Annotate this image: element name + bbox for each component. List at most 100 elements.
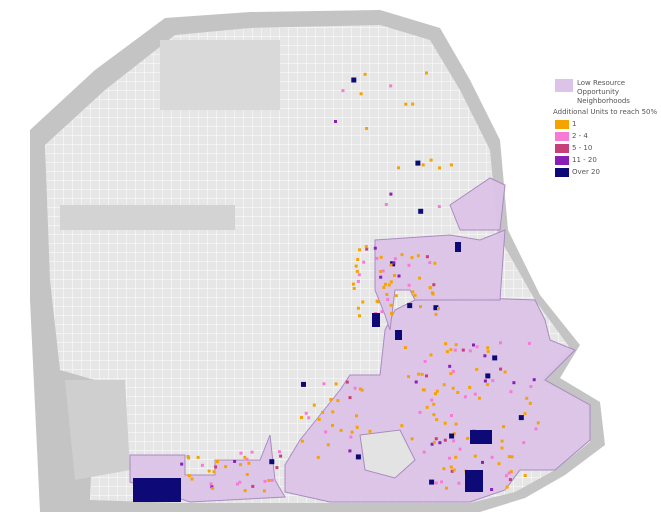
parcel xyxy=(445,350,449,354)
parcel xyxy=(247,461,251,465)
parcel xyxy=(415,160,421,166)
legend-item-label: 1 xyxy=(572,120,577,128)
parcel xyxy=(425,255,429,259)
parcel xyxy=(379,255,383,259)
legend-swatch xyxy=(555,144,569,153)
parcel xyxy=(180,462,184,466)
parcel xyxy=(365,127,369,130)
parcel xyxy=(430,398,434,402)
parcel xyxy=(392,261,396,265)
parcel xyxy=(404,102,408,106)
parcel xyxy=(267,479,271,482)
parcel xyxy=(523,474,527,477)
parcel xyxy=(348,449,352,453)
parcel xyxy=(442,383,446,387)
legend-item-label: 2 - 4 xyxy=(572,132,588,140)
parcel xyxy=(483,379,487,383)
parcel xyxy=(468,349,472,353)
parcel xyxy=(457,481,461,485)
parcel xyxy=(442,467,446,471)
parcel xyxy=(450,414,453,417)
parcel xyxy=(263,479,267,483)
parcel xyxy=(239,451,243,455)
parcel xyxy=(422,450,426,454)
parcel xyxy=(407,375,411,379)
parcel xyxy=(380,310,384,314)
parcel xyxy=(433,261,437,265)
legend-swatch xyxy=(555,132,569,141)
parcel xyxy=(339,428,343,432)
parcels xyxy=(133,71,540,502)
parcel xyxy=(389,84,393,88)
parcel xyxy=(359,92,363,96)
parcel xyxy=(245,457,249,461)
parcel xyxy=(440,480,444,484)
parcel xyxy=(349,435,353,439)
parcel xyxy=(522,441,526,445)
parcel xyxy=(449,433,455,439)
parcel xyxy=(397,166,400,170)
parcel xyxy=(190,477,194,481)
lake-area xyxy=(65,380,130,480)
parcel xyxy=(473,392,477,396)
legend-title: Additional Units to reach 50% xyxy=(553,108,658,116)
legend-item-label: 5 - 10 xyxy=(572,144,593,152)
parcel xyxy=(321,410,325,414)
legend-region-label: Low Resource Opportunity Neighborhoods xyxy=(577,79,630,105)
parcel xyxy=(361,300,365,304)
parcel xyxy=(425,405,429,409)
parcel xyxy=(527,341,531,345)
parcel xyxy=(397,274,401,278)
parcel xyxy=(379,275,383,279)
parcel xyxy=(277,450,281,454)
parcel xyxy=(518,415,524,421)
parcel xyxy=(403,346,407,350)
parcel xyxy=(355,269,359,273)
parcel xyxy=(429,353,433,357)
parcel xyxy=(358,387,362,391)
parcel xyxy=(362,260,366,264)
parcel xyxy=(331,424,334,427)
parcel xyxy=(414,380,418,384)
parcel-large xyxy=(455,242,461,252)
parcel xyxy=(525,396,529,400)
parcel xyxy=(428,261,432,265)
parcel xyxy=(304,411,308,415)
parcel xyxy=(389,280,393,284)
parcel xyxy=(410,256,414,260)
parcel xyxy=(407,283,411,287)
parcel xyxy=(504,474,508,478)
parcel xyxy=(245,473,249,476)
parcel xyxy=(353,386,357,390)
parcel xyxy=(448,364,452,368)
parcel xyxy=(386,298,390,302)
parcel xyxy=(355,425,359,429)
parcel xyxy=(389,192,393,196)
region xyxy=(284,297,591,503)
parcel xyxy=(407,303,413,309)
parcel xyxy=(216,460,219,463)
parcel xyxy=(324,430,328,434)
parcel xyxy=(411,102,415,106)
parcel xyxy=(307,416,311,420)
legend-swatch xyxy=(555,168,569,177)
parcel xyxy=(432,440,436,444)
parcel xyxy=(451,369,455,373)
parcel xyxy=(443,438,447,442)
presidio xyxy=(160,40,280,110)
parcel xyxy=(279,454,283,458)
parcel xyxy=(505,485,509,489)
parcel xyxy=(534,427,538,431)
parcel xyxy=(363,72,367,76)
parcel xyxy=(418,276,422,280)
parcel xyxy=(434,392,437,396)
parcel xyxy=(251,484,255,488)
parcel xyxy=(449,465,453,469)
parcel xyxy=(348,396,352,400)
parcel xyxy=(400,253,404,257)
parcel xyxy=(509,470,513,474)
parcel xyxy=(419,305,422,309)
parcel xyxy=(358,314,361,318)
parcel xyxy=(224,465,228,469)
parcel xyxy=(500,446,504,450)
